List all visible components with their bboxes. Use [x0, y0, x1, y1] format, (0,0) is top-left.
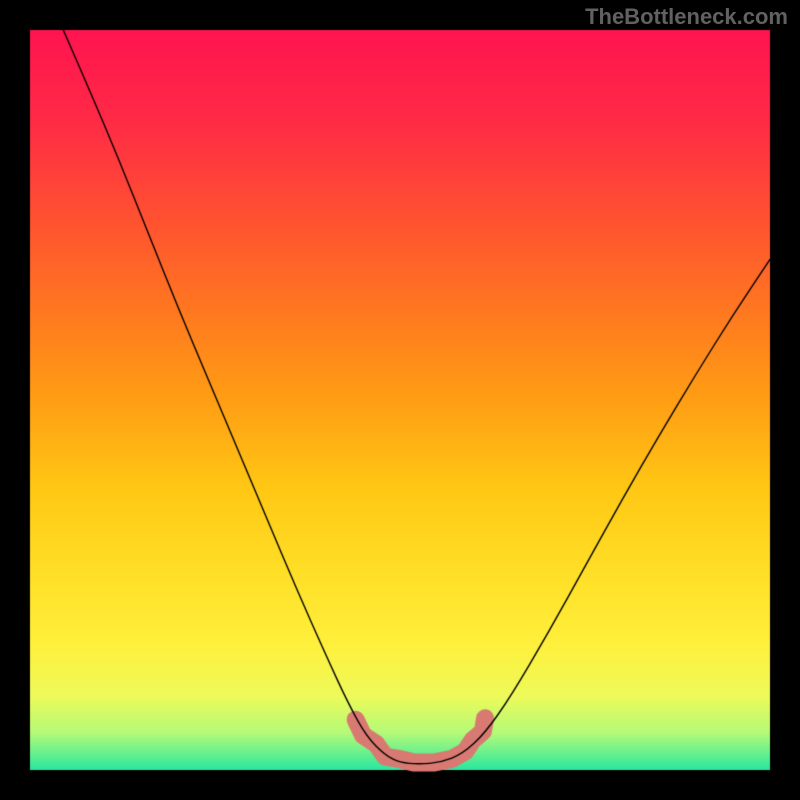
chart-canvas [0, 0, 800, 800]
bottleneck-chart: TheBottleneck.com [0, 0, 800, 800]
watermark-text: TheBottleneck.com [585, 4, 788, 30]
